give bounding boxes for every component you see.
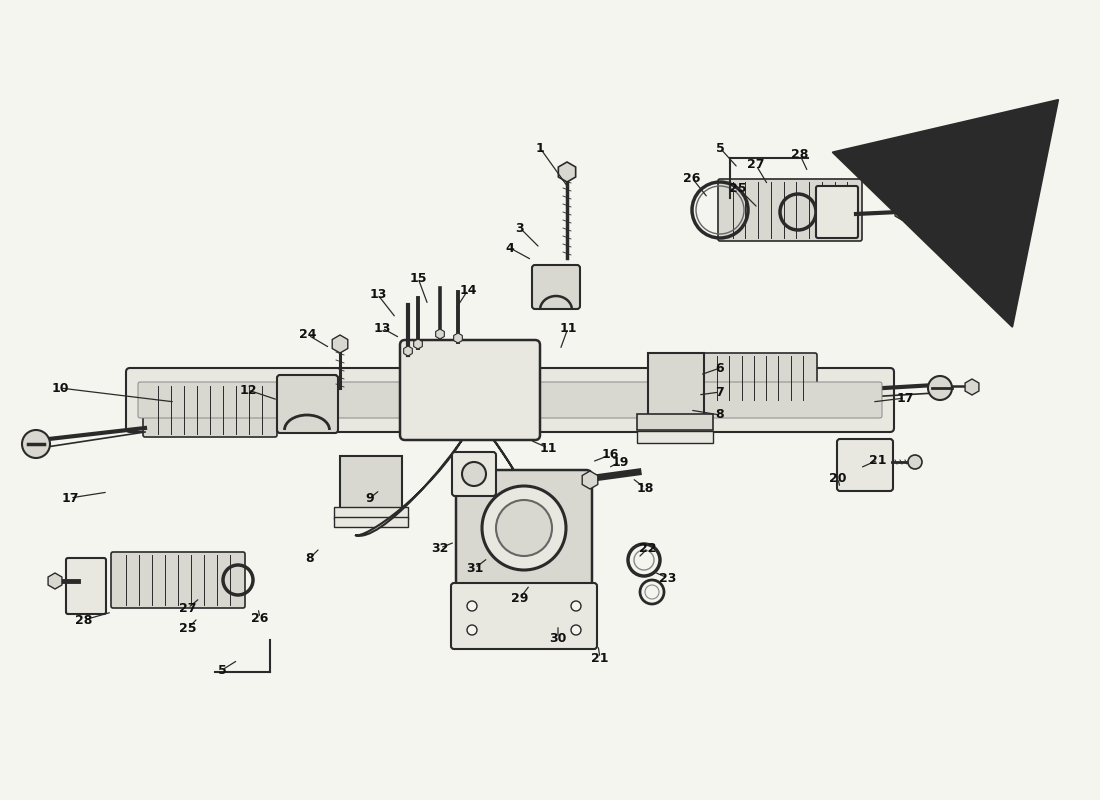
Text: 6: 6 <box>716 362 724 374</box>
FancyBboxPatch shape <box>334 507 408 519</box>
Text: 25: 25 <box>729 182 747 194</box>
Text: 3: 3 <box>516 222 525 234</box>
FancyBboxPatch shape <box>277 375 338 433</box>
FancyBboxPatch shape <box>648 353 704 417</box>
FancyBboxPatch shape <box>138 382 882 418</box>
Circle shape <box>468 601 477 611</box>
FancyBboxPatch shape <box>126 368 894 432</box>
FancyBboxPatch shape <box>143 383 277 437</box>
Text: 1: 1 <box>536 142 544 154</box>
Text: 19: 19 <box>612 455 629 469</box>
Text: 15: 15 <box>409 271 427 285</box>
FancyBboxPatch shape <box>334 517 408 527</box>
Text: 18: 18 <box>636 482 653 494</box>
PathPatch shape <box>490 435 540 532</box>
FancyBboxPatch shape <box>637 431 713 443</box>
Text: 21: 21 <box>869 454 887 466</box>
FancyBboxPatch shape <box>452 452 496 496</box>
Text: 30: 30 <box>549 631 566 645</box>
Circle shape <box>468 625 477 635</box>
Text: 31: 31 <box>466 562 484 574</box>
Text: 4: 4 <box>506 242 515 254</box>
Text: 11: 11 <box>539 442 557 454</box>
Circle shape <box>928 376 952 400</box>
Circle shape <box>22 430 50 458</box>
Circle shape <box>571 625 581 635</box>
Text: 28: 28 <box>75 614 92 626</box>
FancyBboxPatch shape <box>718 179 862 241</box>
FancyBboxPatch shape <box>400 340 540 440</box>
FancyBboxPatch shape <box>532 265 580 309</box>
Text: 23: 23 <box>659 571 676 585</box>
Text: 8: 8 <box>716 409 724 422</box>
Text: 28: 28 <box>791 149 808 162</box>
Circle shape <box>482 486 566 570</box>
Circle shape <box>496 500 552 556</box>
FancyBboxPatch shape <box>816 186 858 238</box>
Text: 7: 7 <box>716 386 725 398</box>
PathPatch shape <box>355 435 465 536</box>
FancyBboxPatch shape <box>340 456 402 510</box>
Text: 10: 10 <box>52 382 68 394</box>
Text: 16: 16 <box>602 449 618 462</box>
FancyBboxPatch shape <box>703 353 817 403</box>
Circle shape <box>908 455 922 469</box>
FancyBboxPatch shape <box>66 558 106 614</box>
Text: 13: 13 <box>373 322 390 334</box>
Circle shape <box>462 462 486 486</box>
FancyBboxPatch shape <box>456 470 592 592</box>
Text: 32: 32 <box>431 542 449 554</box>
Text: 24: 24 <box>299 329 317 342</box>
Text: 12: 12 <box>240 383 256 397</box>
Text: 13: 13 <box>370 289 387 302</box>
FancyBboxPatch shape <box>111 552 245 608</box>
Text: 26: 26 <box>683 171 701 185</box>
Text: 21: 21 <box>592 651 608 665</box>
Text: 27: 27 <box>179 602 197 614</box>
Text: 17: 17 <box>62 491 79 505</box>
Text: 20: 20 <box>829 471 847 485</box>
FancyBboxPatch shape <box>451 583 597 649</box>
FancyBboxPatch shape <box>837 439 893 491</box>
Text: 26: 26 <box>251 611 268 625</box>
Text: 25: 25 <box>179 622 197 634</box>
Text: 5: 5 <box>218 663 227 677</box>
Text: 29: 29 <box>512 591 529 605</box>
Text: 8: 8 <box>306 551 315 565</box>
Text: 9: 9 <box>365 491 374 505</box>
Text: 14: 14 <box>460 283 476 297</box>
Circle shape <box>571 601 581 611</box>
Text: 17: 17 <box>896 391 914 405</box>
FancyBboxPatch shape <box>637 414 713 430</box>
Text: 27: 27 <box>747 158 764 171</box>
Text: 22: 22 <box>639 542 657 554</box>
Text: 5: 5 <box>716 142 725 154</box>
Text: 11: 11 <box>559 322 576 334</box>
